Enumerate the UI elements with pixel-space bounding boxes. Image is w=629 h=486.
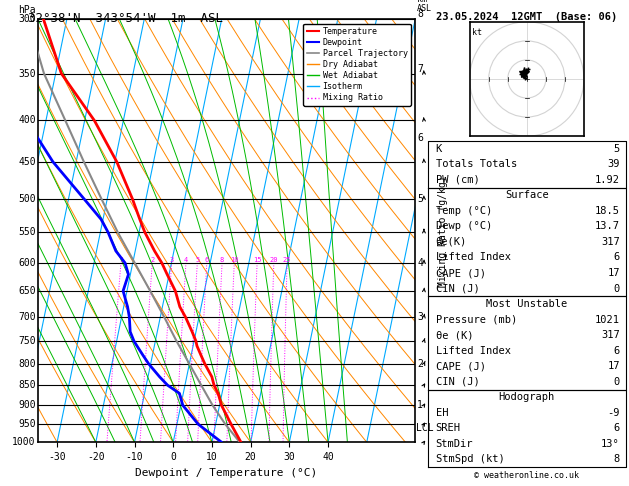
Text: 900: 900: [18, 400, 36, 410]
Text: 5: 5: [614, 144, 620, 154]
Text: 0: 0: [614, 377, 620, 387]
Text: 4: 4: [417, 258, 423, 268]
Text: 39: 39: [608, 159, 620, 169]
Text: 6: 6: [204, 257, 209, 263]
Text: 25: 25: [283, 257, 291, 263]
Text: Temp (°C): Temp (°C): [436, 206, 492, 216]
Text: 350: 350: [18, 69, 36, 79]
Text: StmDir: StmDir: [436, 439, 473, 449]
Text: 950: 950: [18, 419, 36, 429]
Text: 7: 7: [417, 64, 423, 73]
Text: Lifted Index: Lifted Index: [436, 346, 511, 356]
Text: 3: 3: [170, 257, 174, 263]
Text: 2: 2: [150, 257, 154, 263]
Text: θe (K): θe (K): [436, 330, 473, 340]
Text: 550: 550: [18, 227, 36, 237]
Text: Totals Totals: Totals Totals: [436, 159, 517, 169]
Text: 800: 800: [18, 359, 36, 369]
Text: 23.05.2024  12GMT  (Base: 06): 23.05.2024 12GMT (Base: 06): [436, 12, 618, 22]
Text: 5: 5: [195, 257, 199, 263]
Text: StmSpd (kt): StmSpd (kt): [436, 454, 504, 465]
Text: 1021: 1021: [595, 314, 620, 325]
Text: hPa: hPa: [18, 5, 36, 15]
Text: 8: 8: [614, 454, 620, 465]
Text: 32°38'N  343°54'W  1m  ASL: 32°38'N 343°54'W 1m ASL: [28, 12, 223, 25]
Text: 13°: 13°: [601, 439, 620, 449]
Text: 17: 17: [608, 268, 620, 278]
Text: 15: 15: [253, 257, 261, 263]
Text: CIN (J): CIN (J): [436, 283, 479, 294]
Text: θe(K): θe(K): [436, 237, 467, 247]
Text: CAPE (J): CAPE (J): [436, 361, 486, 371]
Text: 6: 6: [417, 133, 423, 142]
Text: 850: 850: [18, 380, 36, 390]
Text: 13.7: 13.7: [595, 222, 620, 231]
Text: Dewp (°C): Dewp (°C): [436, 222, 492, 231]
Text: LCL: LCL: [416, 423, 434, 433]
Text: kt: kt: [472, 28, 482, 36]
Text: 1.92: 1.92: [595, 175, 620, 185]
Text: © weatheronline.co.uk: © weatheronline.co.uk: [474, 470, 579, 480]
Text: K: K: [436, 144, 442, 154]
Text: 3: 3: [417, 312, 423, 322]
Text: CAPE (J): CAPE (J): [436, 268, 486, 278]
Text: 317: 317: [601, 330, 620, 340]
Text: 400: 400: [18, 116, 36, 125]
Text: 6: 6: [614, 252, 620, 262]
Text: 4: 4: [184, 257, 188, 263]
Text: 450: 450: [18, 157, 36, 167]
Text: Mixing Ratio (g/kg): Mixing Ratio (g/kg): [438, 175, 448, 287]
Text: CIN (J): CIN (J): [436, 377, 479, 387]
Text: 5: 5: [417, 194, 423, 204]
Text: 0: 0: [614, 283, 620, 294]
Text: 500: 500: [18, 194, 36, 204]
Text: 17: 17: [608, 361, 620, 371]
Text: 8: 8: [417, 9, 423, 18]
Text: -9: -9: [608, 408, 620, 418]
Text: PW (cm): PW (cm): [436, 175, 479, 185]
Text: 20: 20: [270, 257, 278, 263]
Legend: Temperature, Dewpoint, Parcel Trajectory, Dry Adiabat, Wet Adiabat, Isotherm, Mi: Temperature, Dewpoint, Parcel Trajectory…: [303, 24, 411, 106]
Text: Most Unstable: Most Unstable: [486, 299, 567, 309]
Text: Pressure (mb): Pressure (mb): [436, 314, 517, 325]
Text: 2: 2: [417, 359, 423, 369]
Text: Surface: Surface: [505, 191, 548, 200]
Text: 650: 650: [18, 286, 36, 296]
Text: 10: 10: [230, 257, 238, 263]
Text: km
ASL: km ASL: [417, 0, 432, 13]
Text: 1: 1: [119, 257, 123, 263]
Text: SREH: SREH: [436, 423, 460, 434]
Text: 1000: 1000: [13, 437, 36, 447]
Text: 8: 8: [220, 257, 224, 263]
Text: 6: 6: [614, 423, 620, 434]
Text: 300: 300: [18, 15, 36, 24]
Text: EH: EH: [436, 408, 448, 418]
Text: Lifted Index: Lifted Index: [436, 252, 511, 262]
Text: Hodograph: Hodograph: [499, 392, 555, 402]
Text: 1: 1: [417, 400, 423, 410]
Text: 600: 600: [18, 258, 36, 268]
Text: 317: 317: [601, 237, 620, 247]
X-axis label: Dewpoint / Temperature (°C): Dewpoint / Temperature (°C): [135, 468, 318, 478]
Text: 6: 6: [614, 346, 620, 356]
Text: 700: 700: [18, 312, 36, 322]
Text: 18.5: 18.5: [595, 206, 620, 216]
Text: 750: 750: [18, 336, 36, 346]
